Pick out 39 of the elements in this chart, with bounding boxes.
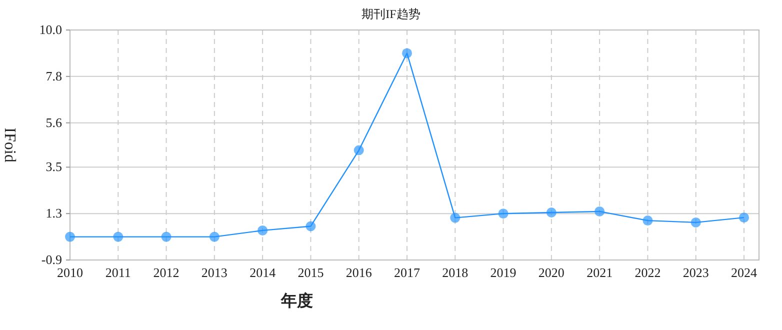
point (209, 232, 220, 242)
x-tick-label: 2017 (394, 265, 420, 280)
point (402, 48, 412, 58)
x-tick-label: 2024 (731, 265, 758, 280)
y-tick-label: -0.9 (41, 252, 62, 267)
chart-title: 期刊IF趋势 (362, 7, 420, 21)
x-tick-label: 2015 (298, 265, 324, 280)
point (594, 206, 605, 216)
point (65, 232, 75, 242)
x-tick-label: 2013 (201, 265, 228, 280)
point (306, 221, 316, 232)
x-tick-label: 2010 (57, 265, 83, 280)
x-tick-label: 2020 (538, 265, 564, 280)
x-tick-label: 2016 (346, 265, 372, 280)
x-tick-label: 2018 (442, 265, 468, 280)
x-tick-label: 2021 (586, 265, 613, 280)
point (690, 217, 701, 228)
y-tick-label: 1.3 (46, 206, 62, 221)
x-tick-label: 2014 (250, 265, 276, 280)
point (354, 145, 364, 156)
x-tick-label: 2019 (490, 265, 516, 280)
x-axis-title: 年度 (280, 291, 313, 310)
y-axis-title: IFoid (1, 128, 18, 162)
point (546, 208, 556, 218)
point (258, 225, 268, 236)
point (642, 216, 653, 226)
y-tick-label: 5.6 (46, 114, 62, 130)
x-tick-label: 2022 (634, 265, 661, 280)
x-tick-label: 2011 (105, 265, 131, 280)
point (161, 232, 172, 242)
point (739, 212, 749, 223)
x-tick-label: 2023 (682, 265, 709, 280)
point (113, 232, 124, 242)
y-tick-label: 7.8 (46, 68, 62, 84)
point (498, 208, 508, 219)
x-tick-label: 2012 (153, 265, 180, 280)
point (450, 212, 460, 223)
y-tick-label: 3.5 (46, 159, 62, 174)
y-tick-label: 10.0 (39, 22, 62, 37)
